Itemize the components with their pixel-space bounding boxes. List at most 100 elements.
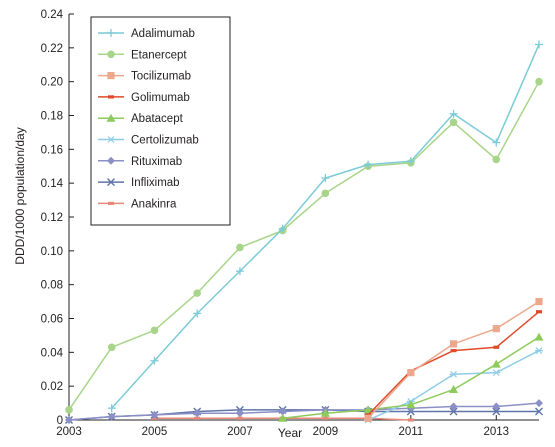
legend-label: Rituximab <box>131 156 182 168</box>
legend-swatch-marker <box>108 201 114 205</box>
x-tick-label: 2013 <box>483 426 509 438</box>
series-rituximab <box>65 399 543 424</box>
y-tick-label: 0.20 <box>41 77 63 89</box>
x-tick-label: 2003 <box>56 426 82 438</box>
data-point-adalimumab <box>535 40 543 49</box>
legend-item-abatacept: Abatacept <box>98 113 184 125</box>
data-point-anakinra <box>322 416 329 420</box>
data-point-abatacept <box>534 332 544 341</box>
data-point-adalimumab <box>492 138 501 147</box>
data-point-adalimumab <box>278 224 287 233</box>
data-point-rituximab <box>449 402 458 411</box>
data-point-abatacept <box>491 359 501 368</box>
legend-swatch-marker <box>108 95 114 99</box>
y-tick-label: 0.10 <box>41 246 63 258</box>
legend-item-golimumab: Golimumab <box>98 92 190 104</box>
data-point-adalimumab <box>321 174 330 183</box>
data-point-anakinra <box>194 416 201 420</box>
legend-label: Tocilizumab <box>131 71 191 83</box>
data-point-etanercept <box>236 243 244 252</box>
y-tick-label: 0.06 <box>41 314 63 326</box>
y-tick-label: 0.02 <box>41 381 63 393</box>
data-point-etanercept <box>449 118 458 127</box>
data-point-rituximab <box>278 407 287 416</box>
data-point-abatacept <box>449 385 459 394</box>
data-point-etanercept <box>321 189 330 198</box>
x-tick-label: 2009 <box>313 426 339 438</box>
data-point-golimumab <box>450 349 457 353</box>
x-tick-label: 2007 <box>227 426 253 438</box>
y-tick-label: 0.24 <box>41 9 64 21</box>
data-point-anakinra <box>236 416 243 420</box>
legend-item-adalimumab: Adalimumab <box>98 28 195 40</box>
series-line-rituximab <box>68 402 540 421</box>
x-tick-label: 2011 <box>398 426 423 438</box>
data-point-rituximab <box>65 416 73 424</box>
data-point-etanercept <box>150 326 159 335</box>
legend-label: Golimumab <box>131 92 190 104</box>
y-tick-label: 0.14 <box>41 178 64 190</box>
data-point-tocilizumab <box>535 297 543 306</box>
data-point-certolizumab <box>535 347 543 355</box>
legend-swatch-marker <box>107 72 115 80</box>
data-point-tocilizumab <box>407 369 415 377</box>
data-point-abatacept <box>320 408 330 417</box>
data-point-anakinra <box>407 418 414 422</box>
legend-label: Etanercept <box>131 49 187 61</box>
legend-swatch-marker <box>107 136 115 143</box>
data-point-rituximab <box>535 399 543 408</box>
data-point-etanercept <box>535 77 543 86</box>
y-tick-label: 0 <box>57 415 63 427</box>
data-point-infliximab <box>492 407 501 416</box>
legend-item-certolizumab: Certolizumab <box>98 135 199 147</box>
series-adalimumab <box>107 40 543 413</box>
y-tick-label: 0.22 <box>41 43 63 55</box>
data-point-golimumab <box>493 345 500 349</box>
series-group <box>65 40 544 424</box>
legend-item-anakinra: Anakinra <box>98 198 177 210</box>
data-point-infliximab <box>535 407 543 416</box>
data-point-certolizumab <box>492 369 501 377</box>
legend: Adalimumab Etanercept Tocilizumab Golimumab… <box>90 16 231 226</box>
data-point-adalimumab <box>107 404 116 413</box>
legend-swatch-marker <box>107 156 115 165</box>
x-tick-label: 2005 <box>142 426 168 438</box>
legend-label: Certolizumab <box>131 135 199 147</box>
data-point-etanercept <box>193 289 201 297</box>
data-point-abatacept <box>363 405 373 414</box>
data-point-rituximab <box>235 409 244 418</box>
y-tick-label: 0.18 <box>41 111 63 123</box>
data-point-adalimumab <box>449 109 458 118</box>
data-point-certolizumab <box>449 370 458 378</box>
legend-label: Infliximab <box>131 177 180 189</box>
data-point-abatacept <box>278 413 288 422</box>
series-line-tocilizumab <box>367 300 540 419</box>
data-point-adalimumab <box>406 157 415 166</box>
x-axis-ticks: 2003 2005 2007 2009 2011 2013 <box>56 415 509 438</box>
data-point-tocilizumab <box>364 414 372 422</box>
data-point-etanercept <box>65 406 73 414</box>
legend-label: Adalimumab <box>131 28 195 40</box>
legend-label: Anakinra <box>131 198 177 210</box>
y-tick-label: 0.12 <box>41 212 63 224</box>
y-tick-label: 0.16 <box>41 144 63 156</box>
y-axis-ticks: 0 0.02 0.04 0.06 0.08 0.10 0.12 0.14 0.16 0.18 0.2… <box>41 9 74 427</box>
data-point-golimumab <box>536 310 542 314</box>
series-abatacept <box>278 332 544 422</box>
data-point-etanercept <box>492 155 501 164</box>
data-point-rituximab <box>492 402 501 411</box>
y-axis-title: DDD/1000 population/day <box>13 127 27 264</box>
data-point-infliximab <box>449 407 458 416</box>
data-point-adalimumab <box>235 267 244 276</box>
legend-swatch-marker <box>106 113 116 122</box>
y-tick-label: 0.08 <box>41 280 63 292</box>
y-tick-label: 0.04 <box>41 347 64 359</box>
data-point-tocilizumab <box>449 340 458 348</box>
data-point-adalimumab <box>150 356 159 365</box>
legend-item-infliximab: Infliximab <box>98 177 180 189</box>
series-line-etanercept <box>68 81 540 411</box>
series-tocilizumab <box>364 297 543 422</box>
data-point-rituximab <box>107 412 116 421</box>
data-point-rituximab <box>193 409 202 418</box>
